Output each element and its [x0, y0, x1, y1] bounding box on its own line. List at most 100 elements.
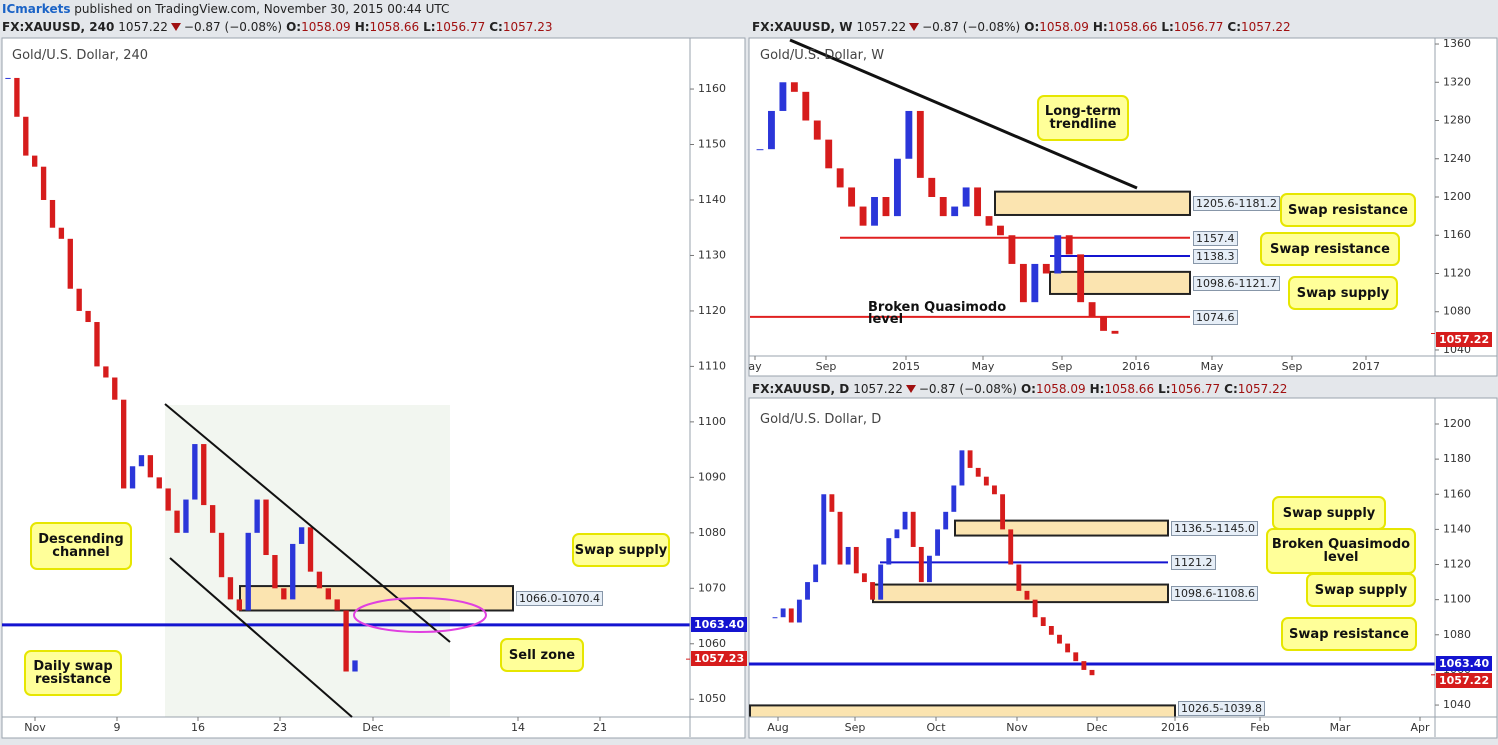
x-tick-label: 2017 [1352, 360, 1380, 373]
change: −0.87 (−0.08%) [183, 20, 283, 34]
x-tick-label: May [972, 360, 995, 373]
candle [40, 166, 47, 200]
y-tick-label: 1080 [698, 526, 726, 539]
candle [905, 110, 913, 159]
ohlc-key: L: [1161, 20, 1174, 34]
candle [165, 488, 171, 511]
zone [954, 519, 1169, 537]
candle [32, 155, 38, 167]
candle [14, 77, 20, 117]
y-tick-label: 1140 [1443, 522, 1471, 535]
candle [112, 377, 118, 400]
x-tick-label: Dec [1086, 721, 1107, 734]
candle [1081, 661, 1087, 670]
y-tick-label: 1050 [698, 692, 726, 705]
y-tick-label: 1160 [1443, 228, 1471, 241]
candle [939, 197, 947, 217]
y-tick-label: 1140 [698, 193, 726, 206]
symbol: FX:XAUUSD, W [752, 20, 853, 34]
candle [962, 187, 970, 207]
candle [790, 82, 798, 92]
candle [209, 505, 216, 533]
x-tick-label: Aug [767, 721, 788, 734]
candle [926, 555, 932, 583]
zone-label: 1026.5-1039.8 [1178, 701, 1265, 716]
y-tick-label: 1200 [1443, 417, 1471, 430]
y-tick-label: 1130 [698, 248, 726, 261]
ohlc-key: O: [1020, 382, 1036, 396]
x-tick-label: 16 [191, 721, 205, 734]
ohlc-key: C: [1227, 20, 1242, 34]
candle [1048, 626, 1054, 635]
candle [23, 116, 29, 156]
candle [1032, 599, 1038, 618]
symbol-header: FX:XAUUSD, D 1057.22 −0.87 (−0.08%) O:1058.… [752, 380, 1291, 398]
ohlc-value: 1058.09 [1039, 20, 1089, 34]
candle [103, 366, 109, 378]
annotation: Swap resistance [1281, 617, 1417, 651]
candle [254, 499, 260, 533]
candle [871, 197, 878, 226]
x-tick-label: Oct [926, 721, 946, 734]
candle [825, 139, 833, 169]
y-tick-label: 1120 [698, 304, 726, 317]
zone [994, 190, 1191, 216]
candle [943, 511, 949, 530]
zone-label: 1098.6-1108.6 [1171, 586, 1258, 602]
ohlc-key: C: [1224, 382, 1238, 396]
candle [49, 199, 56, 228]
x-tick-label: May [1201, 360, 1224, 373]
candle [263, 499, 269, 556]
level-label: 1157.4 [1193, 230, 1238, 246]
candle [147, 455, 154, 478]
candle [343, 610, 349, 672]
change: −0.87 (−0.08%) [918, 382, 1017, 396]
page-header: ICmarkets published on TradingView.com, … [2, 0, 449, 18]
candle [325, 588, 331, 600]
level-axis-label: 1063.40 [1436, 655, 1493, 671]
candle [352, 660, 358, 672]
y-tick-label: 1040 [1443, 698, 1471, 711]
symbol: FX:XAUUSD, 240 [2, 20, 115, 34]
candle [1040, 617, 1046, 627]
ohlc-key: H: [1089, 382, 1105, 396]
ohlc-value: 1057.23 [502, 20, 553, 34]
x-tick-label: Sep [1282, 360, 1303, 373]
candle [94, 322, 100, 367]
x-tick-label: Sep [1052, 360, 1073, 373]
ohlc-key: O: [286, 20, 302, 34]
candle [85, 310, 91, 323]
candle [951, 206, 959, 217]
candle [772, 617, 778, 619]
candle [1065, 643, 1071, 653]
candle [1111, 330, 1119, 334]
candle [76, 288, 82, 311]
chart-title: Gold/U.S. Dollar, W [760, 48, 885, 63]
candle [813, 564, 819, 583]
x-tick-label: Apr [1410, 721, 1430, 734]
candle [1057, 634, 1062, 644]
y-tick-label: 1200 [1443, 190, 1471, 203]
last-price: 1057.22 [853, 382, 903, 396]
y-tick-label: 1240 [1443, 152, 1471, 165]
x-tick-label: Sep [816, 360, 837, 373]
candle [983, 476, 989, 486]
ohlc-value: 1057.22 [1237, 382, 1288, 396]
candle [848, 187, 856, 207]
ohlc-key: L: [1158, 382, 1171, 396]
candle [796, 599, 802, 623]
candle [918, 546, 924, 583]
last-price-label: 1057.23 [691, 651, 748, 667]
chart-title: Gold/U.S. Dollar, 240 [12, 48, 149, 63]
x-tick-label: Nov [24, 721, 46, 734]
ohlc-key: H: [354, 20, 370, 34]
level-label: 1121.2 [1171, 555, 1216, 571]
candle [192, 444, 198, 500]
level-label: 1074.6 [1193, 309, 1238, 325]
candle [227, 577, 234, 600]
candle [829, 494, 835, 512]
x-tick-label: Nov [1006, 721, 1028, 734]
candle [290, 543, 296, 600]
ohlc-key: H: [1092, 20, 1108, 34]
y-tick-label: 1180 [1443, 452, 1471, 465]
